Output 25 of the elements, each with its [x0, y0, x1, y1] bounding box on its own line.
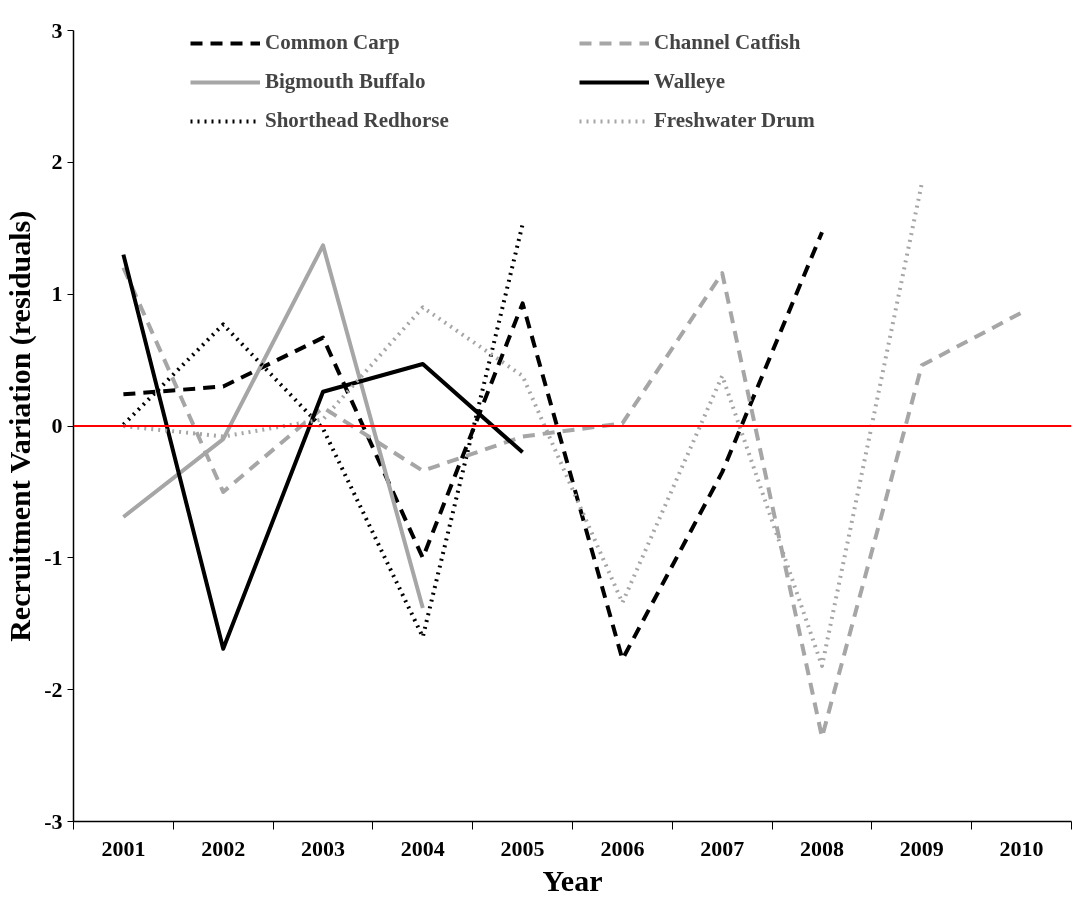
- legend-label: Common Carp: [265, 30, 401, 55]
- x-tick-label: 2009: [899, 835, 944, 861]
- x-tick-label: 2008: [800, 835, 844, 861]
- y-tick-label: 2: [51, 149, 63, 175]
- legend-label: Channel Catfish: [654, 30, 802, 55]
- x-tick-label: 2002: [201, 835, 246, 861]
- y-tick-label: -1: [44, 544, 63, 570]
- y-tick-label: 0: [51, 413, 63, 438]
- y-tick-label: -3: [44, 808, 63, 834]
- x-tick-label: 2007: [700, 835, 745, 861]
- x-tick-label: 2010: [999, 835, 1044, 861]
- y-tick-label: 3: [51, 17, 63, 43]
- x-tick-label: 2003: [301, 835, 345, 861]
- y-axis-title: Recruitment Variation (residuals): [3, 210, 38, 642]
- x-tick-label: 2001: [101, 835, 146, 861]
- legend-label: Walleye: [654, 69, 727, 94]
- x-tick-label: 2006: [600, 835, 645, 861]
- x-axis-title: Year: [542, 863, 603, 897]
- y-tick-label: -2: [44, 676, 63, 702]
- x-tick-label: 2005: [500, 835, 545, 861]
- y-tick-label: 1: [51, 281, 63, 307]
- legend-label: Freshwater Drum: [654, 108, 816, 133]
- x-tick-label: 2004: [400, 835, 445, 861]
- legend-label: Bigmouth Buffalo: [265, 69, 427, 94]
- legend-label: Shorthead Redhorse: [265, 108, 450, 133]
